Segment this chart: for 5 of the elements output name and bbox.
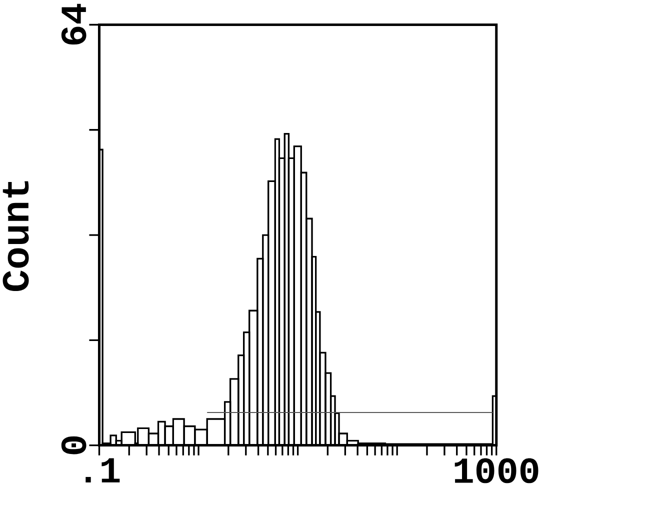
y-tick-label: 0 bbox=[61, 436, 86, 454]
x-tick-label: 1000 bbox=[454, 458, 538, 484]
x-tick-label: .1 bbox=[86, 458, 120, 483]
y-axis-title: Count bbox=[2, 181, 29, 292]
y-tick-label: 64 bbox=[61, 4, 86, 45]
